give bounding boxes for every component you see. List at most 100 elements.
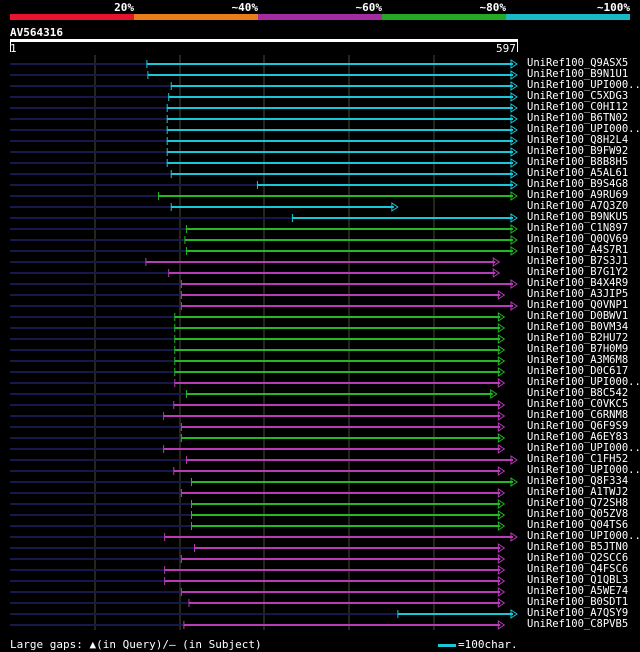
hit-label[interactable]: UniRef100_B9NKU5 bbox=[527, 211, 629, 223]
hit-row bbox=[10, 477, 518, 487]
hit-label[interactable]: UniRef100_UPI000.. bbox=[527, 123, 640, 135]
hit-label[interactable]: UniRef100_B4X4R9 bbox=[527, 277, 629, 289]
hit-row bbox=[10, 235, 518, 245]
hit-label[interactable]: UniRef100_A7QSY9 bbox=[527, 607, 629, 619]
hit-label[interactable]: UniRef100_Q2SCC6 bbox=[527, 552, 629, 564]
hit-arrow-head bbox=[510, 147, 518, 157]
hit-arrow-head bbox=[497, 290, 506, 300]
hit-arrow-head bbox=[510, 81, 518, 91]
hit-label[interactable]: UniRef100_A5AL61 bbox=[527, 167, 629, 179]
hit-label[interactable]: UniRef100_D0BWV1 bbox=[527, 310, 629, 322]
hit-label[interactable]: UniRef100_B5JTN0 bbox=[527, 541, 629, 553]
hit-row bbox=[10, 554, 506, 564]
hit-arrow-head bbox=[497, 587, 506, 597]
hit-label[interactable]: UniRef100_UPI000.. bbox=[527, 464, 640, 476]
hit-label[interactable]: UniRef100_B2HU72 bbox=[527, 332, 629, 344]
hit-row bbox=[10, 466, 506, 476]
hit-label[interactable]: UniRef100_Q72SH8 bbox=[527, 497, 629, 509]
hit-row bbox=[10, 422, 506, 432]
hit-label[interactable]: UniRef100_A7Q3Z0 bbox=[527, 200, 629, 212]
hit-label[interactable]: UniRef100_Q8F334 bbox=[527, 475, 629, 487]
hit-label[interactable]: UniRef100_D0C617 bbox=[527, 365, 629, 377]
hit-label[interactable]: UniRef100_B9FW92 bbox=[527, 145, 629, 157]
hit-arrow-head bbox=[497, 565, 506, 575]
hit-row bbox=[10, 301, 518, 311]
hit-row bbox=[10, 202, 399, 212]
hit-label[interactable]: UniRef100_Q4FSC6 bbox=[527, 563, 629, 575]
hit-label[interactable]: UniRef100_Q1QBL3 bbox=[527, 574, 629, 586]
hit-arrow-head bbox=[510, 180, 518, 190]
hit-label[interactable]: UniRef100_B7G1Y2 bbox=[527, 266, 629, 278]
hit-row bbox=[10, 334, 506, 344]
hit-row bbox=[10, 521, 506, 531]
hit-label[interactable]: UniRef100_Q0QV69 bbox=[527, 233, 629, 245]
hit-label[interactable]: UniRef100_Q05ZV8 bbox=[527, 508, 629, 520]
hit-label[interactable]: UniRef100_Q9ASX5 bbox=[527, 57, 629, 69]
hit-label[interactable]: UniRef100_A4S7R1 bbox=[527, 244, 629, 256]
hit-arrow-head bbox=[497, 334, 506, 344]
hit-row bbox=[10, 609, 518, 619]
hit-row bbox=[10, 103, 518, 113]
identity-scale: 20% ~40% ~60% ~80% ~100% bbox=[0, 0, 640, 24]
hit-arrow-head bbox=[391, 202, 399, 212]
hit-arrow-head bbox=[490, 389, 498, 399]
hit-label[interactable]: UniRef100_Q04TS6 bbox=[527, 519, 629, 531]
hit-label[interactable]: UniRef100_C0HI12 bbox=[527, 101, 629, 113]
hit-label[interactable]: UniRef100_UPI000.. bbox=[527, 442, 640, 454]
length-legend-text: =100char. bbox=[458, 638, 518, 651]
hit-label[interactable]: UniRef100_B9N1U1 bbox=[527, 68, 629, 80]
hit-row bbox=[10, 400, 506, 410]
hit-label[interactable]: UniRef100_A3M6M8 bbox=[527, 354, 629, 366]
hit-label[interactable]: UniRef100_Q0VNP1 bbox=[527, 299, 629, 311]
hit-arrow-head bbox=[510, 158, 518, 168]
hit-label[interactable]: UniRef100_UPI000.. bbox=[527, 376, 640, 388]
hit-row bbox=[10, 147, 518, 157]
hit-label[interactable]: UniRef100_A6EY83 bbox=[527, 431, 629, 443]
hit-label[interactable]: UniRef100_B7S3J1 bbox=[527, 255, 629, 267]
hit-row bbox=[10, 411, 506, 421]
query-bar bbox=[10, 39, 518, 42]
gap-legend: Large gaps: ▲(in Query)/— (in Subject) bbox=[10, 638, 262, 651]
hit-arrow-head bbox=[497, 433, 506, 443]
hit-label[interactable]: UniRef100_B6TN02 bbox=[527, 112, 629, 124]
scale-segment-2 bbox=[134, 14, 258, 20]
hit-label[interactable]: UniRef100_Q8H2L4 bbox=[527, 134, 629, 146]
hit-row bbox=[10, 136, 518, 146]
hit-arrow-head bbox=[510, 103, 518, 113]
hit-arrow-head bbox=[497, 378, 506, 388]
hit-row bbox=[10, 389, 498, 399]
hit-arrow-head bbox=[497, 466, 506, 476]
hit-label[interactable]: UniRef100_B0SDT1 bbox=[527, 596, 629, 608]
hit-row bbox=[10, 312, 506, 322]
hit-label[interactable]: UniRef100_A3JIP5 bbox=[527, 288, 629, 300]
hit-label[interactable]: UniRef100_Q6F9S9 bbox=[527, 420, 629, 432]
hit-label[interactable]: UniRef100_B9S4G8 bbox=[527, 178, 629, 190]
hit-label[interactable]: UniRef100_A5WE74 bbox=[527, 585, 629, 597]
hit-arrow-head bbox=[497, 488, 506, 498]
length-legend-line bbox=[438, 643, 456, 647]
hit-label[interactable]: UniRef100_B8B8H5 bbox=[527, 156, 629, 168]
hit-label[interactable]: UniRef100_C8PVB5 bbox=[527, 618, 629, 630]
hit-label[interactable]: UniRef100_A1TWJ2 bbox=[527, 486, 629, 498]
hit-row bbox=[10, 576, 506, 586]
hit-row bbox=[10, 444, 506, 454]
hit-label[interactable]: UniRef100_A9RU69 bbox=[527, 189, 629, 201]
hit-label[interactable]: UniRef100_B8C542 bbox=[527, 387, 629, 399]
hit-arrow-head bbox=[497, 620, 506, 630]
hit-label[interactable]: UniRef100_C0VKC5 bbox=[527, 398, 629, 410]
hit-label[interactable]: UniRef100_C5XDG3 bbox=[527, 90, 629, 102]
hit-label[interactable]: UniRef100_C1N897 bbox=[527, 222, 629, 234]
hit-label[interactable]: UniRef100_C6RNM8 bbox=[527, 409, 629, 421]
scale-label-3: ~60% bbox=[355, 1, 383, 14]
hit-label[interactable]: UniRef100_B7H0M9 bbox=[527, 343, 629, 355]
hit-label[interactable]: UniRef100_UPI000.. bbox=[527, 79, 640, 91]
hit-row bbox=[10, 290, 506, 300]
hit-arrow-head bbox=[510, 70, 518, 80]
hit-label[interactable]: UniRef100_B0VM34 bbox=[527, 321, 629, 333]
hit-label[interactable]: UniRef100_C1FH52 bbox=[527, 453, 629, 465]
hit-arrow-head bbox=[497, 521, 506, 531]
hit-row bbox=[10, 488, 506, 498]
hit-arrow-head bbox=[497, 345, 506, 355]
hit-label[interactable]: UniRef100_UPI000.. bbox=[527, 530, 640, 542]
hit-arrow-head bbox=[497, 367, 506, 377]
